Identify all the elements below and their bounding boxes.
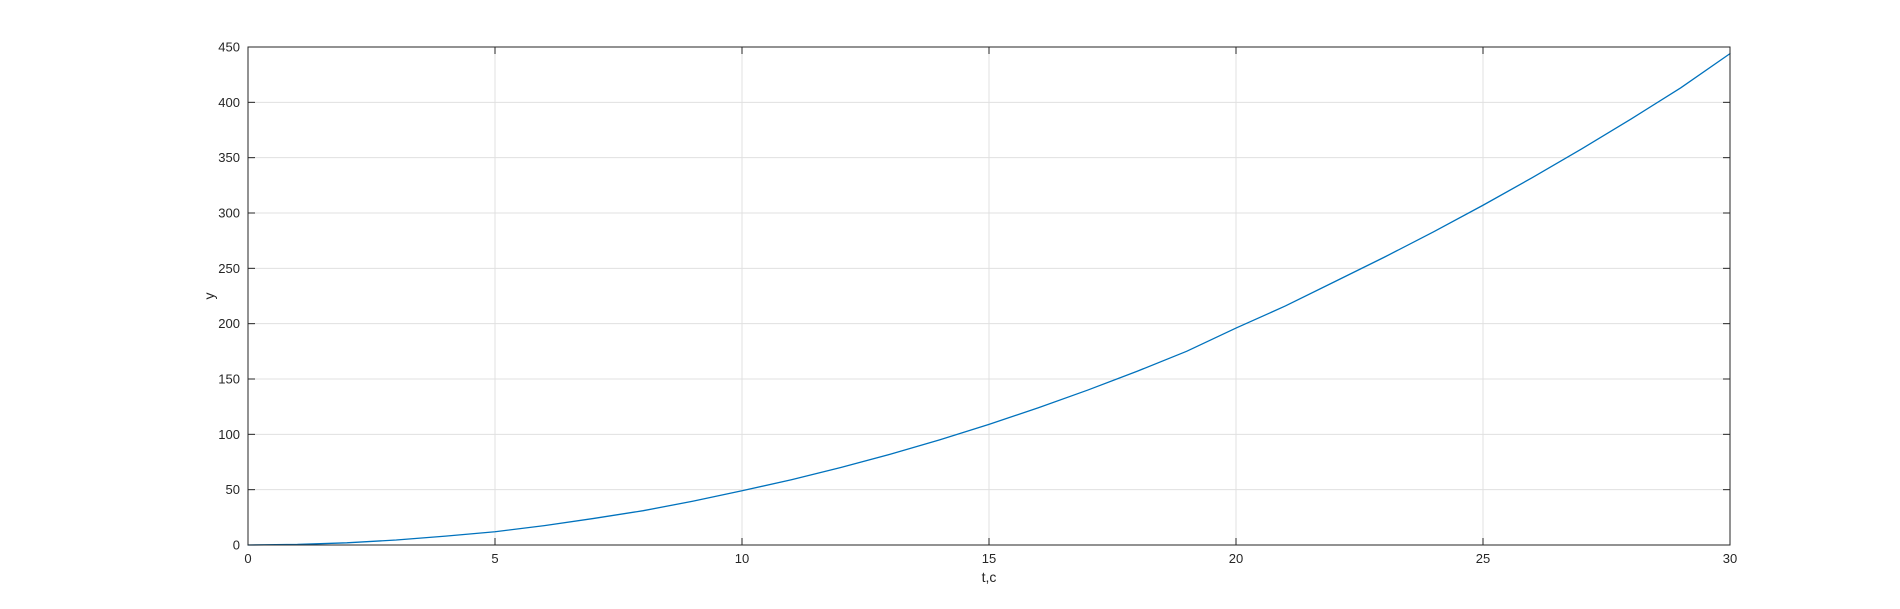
y-tick-label: 200	[218, 316, 240, 331]
ticks	[247, 46, 1731, 546]
grid	[248, 47, 1730, 545]
x-tick-label: 20	[1229, 551, 1243, 566]
series-layer	[247, 52, 1731, 546]
y-tick-label: 50	[226, 482, 240, 497]
y-tick-label: 450	[218, 40, 240, 55]
x-tick-label: 15	[982, 551, 996, 566]
y-tick-labels: 0 50 100 150 200 250 300 350 400 450	[218, 40, 240, 553]
y-tick-label: 150	[218, 372, 240, 387]
x-tick-label: 10	[735, 551, 749, 566]
x-tick-label: 25	[1476, 551, 1490, 566]
series-line	[247, 52, 1731, 546]
y-tick-label: 0	[233, 538, 240, 553]
x-tick-labels: 0 5 10 15 20 25 30	[244, 551, 1737, 566]
y-tick-label: 250	[218, 261, 240, 276]
y-tick-label: 400	[218, 95, 240, 110]
y-tick-label: 100	[218, 427, 240, 442]
y-tick-label: 350	[218, 150, 240, 165]
x-axis-label: t,c	[982, 569, 997, 585]
x-tick-label: 5	[491, 551, 498, 566]
x-tick-label: 30	[1723, 551, 1737, 566]
y-axis-label: y	[201, 293, 217, 300]
y-tick-label: 300	[218, 206, 240, 221]
x-tick-label: 0	[244, 551, 251, 566]
